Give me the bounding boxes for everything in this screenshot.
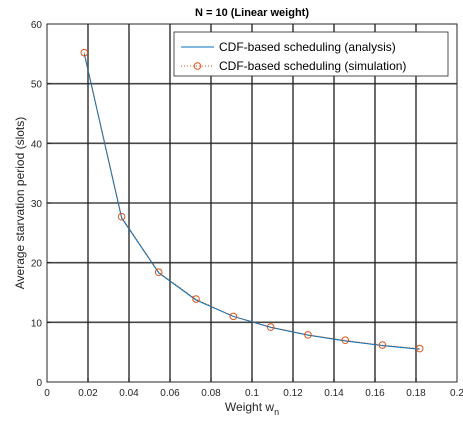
series-layer	[80, 48, 424, 353]
x-axis-label-main: Weight w	[225, 400, 274, 414]
legend: CDF-based scheduling (analysis) CDF-base…	[173, 31, 449, 77]
y-tick-label: 0	[36, 378, 42, 389]
simulation-point	[229, 312, 238, 321]
simulation-point	[266, 323, 275, 331]
series-simulation-line	[83, 52, 420, 349]
series-analysis-line	[83, 53, 420, 350]
y-tick-label: 20	[31, 259, 43, 270]
legend-analysis-label: CDF-based scheduling (analysis)	[219, 40, 396, 54]
simulation-point	[378, 341, 387, 349]
x-tick-label: 0.1	[245, 388, 259, 399]
legend-simulation-marker	[193, 62, 202, 70]
y-tick-label: 40	[31, 139, 43, 150]
x-tick-label: 0.08	[201, 388, 221, 399]
x-tick-label: 0.18	[406, 388, 426, 399]
x-tick-label: 0.14	[324, 388, 344, 399]
x-tick-label: 0.16	[365, 388, 385, 399]
chart-title: N = 10 (Linear weight)	[195, 7, 309, 19]
tick-labels: 0 0.02 0.04 0.06 0.08 0.1 0.12 0.14 0.16 0.18 0.2 0…	[31, 20, 463, 399]
simulation-point	[80, 48, 89, 57]
y-tick-label: 60	[31, 20, 43, 31]
x-tick-label: 0	[44, 388, 50, 399]
x-axis-label-subscript: n	[274, 407, 279, 417]
x-tick-label: 0.02	[78, 388, 98, 399]
simulation-point	[341, 336, 350, 345]
x-tick-label: 0.04	[119, 388, 139, 399]
simulation-point	[415, 344, 424, 353]
simulation-point	[192, 295, 200, 303]
x-tick-label: 0.06	[160, 388, 180, 399]
legend-simulation-label: CDF-based scheduling (simulation)	[219, 59, 406, 73]
simulation-point	[154, 268, 163, 277]
y-tick-label: 50	[31, 80, 43, 91]
x-tick-label: 0.12	[283, 388, 303, 399]
y-tick-label: 30	[31, 199, 43, 210]
y-tick-label: 10	[31, 318, 43, 329]
x-axis-label: Weight wn	[225, 400, 279, 417]
x-tick-label: 0.2	[450, 388, 463, 399]
simulation-point	[304, 331, 312, 339]
legend-box	[173, 31, 449, 77]
y-axis-label: Average starvation period (slots)	[13, 117, 27, 290]
simulation-point	[117, 212, 126, 221]
